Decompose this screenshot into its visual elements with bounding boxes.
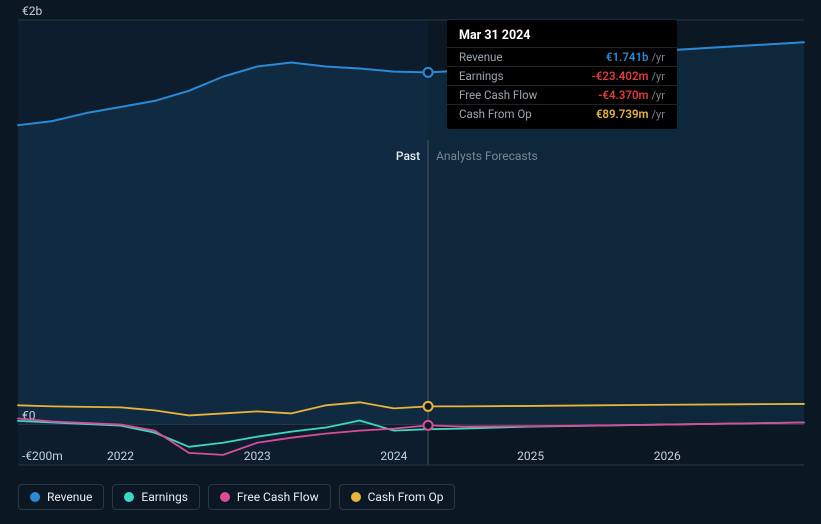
legend-label: Earnings — [141, 490, 188, 504]
past-label: Past — [396, 149, 420, 163]
x-tick-label: 2022 — [107, 449, 134, 463]
tooltip-row: Cash From Op €89.739m /yr — [447, 104, 677, 123]
tooltip-metric-label: Earnings — [459, 69, 592, 83]
legend-item[interactable]: Cash From Op — [339, 484, 456, 510]
tooltip-row: Free Cash Flow -€4.370m /yr — [447, 85, 677, 104]
x-tick-label: 2024 — [380, 449, 407, 463]
tooltip-metric-label: Free Cash Flow — [459, 88, 598, 102]
legend-dot — [124, 492, 134, 502]
chart-svg[interactable]: €2b€0-€200mPastAnalysts Forecasts2022202… — [0, 0, 821, 524]
y-tick-label: -€200m — [22, 449, 63, 463]
tooltip-metric-value: €1.741b — [606, 50, 649, 64]
y-tick-label: €2b — [22, 4, 42, 18]
chart-tooltip: Mar 31 2024 Revenue €1.741b /yrEarnings … — [447, 20, 677, 129]
tooltip-unit: /yr — [652, 70, 665, 83]
x-tick-label: 2025 — [517, 449, 544, 463]
legend-dot — [30, 492, 40, 502]
x-tick-label: 2026 — [654, 449, 681, 463]
legend-item[interactable]: Free Cash Flow — [208, 484, 331, 510]
tooltip-metric-value: -€4.370m — [598, 88, 648, 102]
legend-item[interactable]: Revenue — [18, 484, 104, 510]
tooltip-row: Earnings -€23.402m /yr — [447, 66, 677, 85]
financials-chart: €2b€0-€200mPastAnalysts Forecasts2022202… — [0, 0, 821, 524]
tooltip-metric-value: -€23.402m — [592, 69, 649, 83]
tooltip-metric-label: Revenue — [459, 50, 606, 64]
tooltip-unit: /yr — [652, 108, 665, 121]
legend-item[interactable]: Earnings — [112, 484, 200, 510]
tooltip-date: Mar 31 2024 — [447, 26, 677, 47]
x-tick-label: 2023 — [244, 449, 271, 463]
legend-dot — [220, 492, 230, 502]
tooltip-metric-value: €89.739m — [596, 107, 649, 121]
tooltip-unit: /yr — [652, 89, 665, 102]
legend-label: Cash From Op — [368, 490, 444, 504]
chart-legend: Revenue Earnings Free Cash Flow Cash Fro… — [18, 484, 455, 510]
cursor-marker — [424, 68, 433, 77]
cursor-marker — [424, 402, 433, 411]
legend-label: Revenue — [47, 490, 92, 504]
cursor-marker — [424, 421, 433, 430]
tooltip-row: Revenue €1.741b /yr — [447, 47, 677, 66]
tooltip-unit: /yr — [652, 51, 665, 64]
forecast-label: Analysts Forecasts — [436, 149, 538, 163]
legend-label: Free Cash Flow — [237, 490, 319, 504]
legend-dot — [351, 492, 361, 502]
tooltip-metric-label: Cash From Op — [459, 107, 596, 121]
